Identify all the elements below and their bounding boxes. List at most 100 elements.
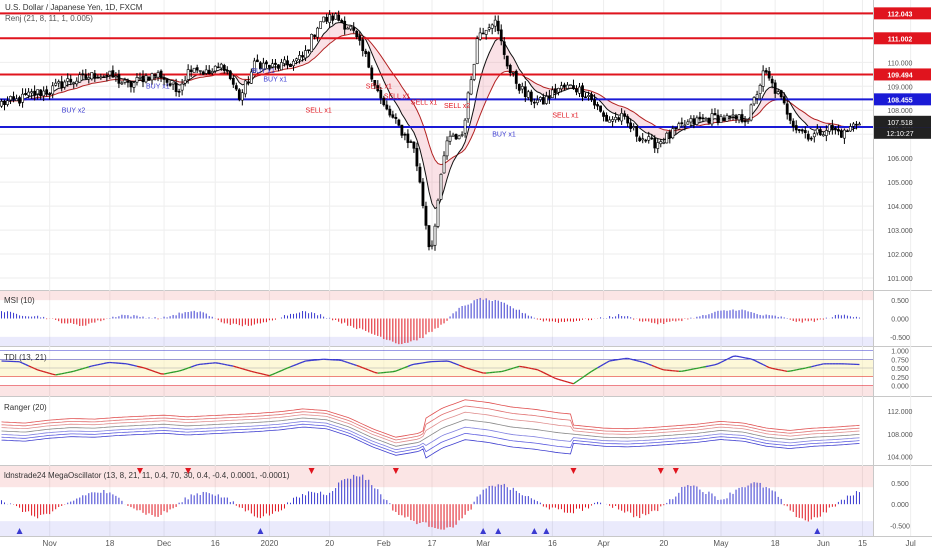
candle [645,140,647,141]
candle [624,114,626,117]
candle [852,124,854,126]
tdi-line-segment [742,357,745,358]
candle [307,50,309,51]
oversold-zone [0,521,873,536]
tdi-line-segment [805,367,808,368]
candle [335,14,337,19]
candle [9,96,11,100]
tdi-line-segment [799,369,802,370]
panel-title-tdi: TDI (13, 21) [4,353,47,362]
ema-cloud [2,23,860,209]
candle [627,117,629,124]
candle [452,135,454,136]
candle [831,125,833,129]
candle [747,120,749,121]
candle [211,71,213,72]
tdi-line-segment [50,373,53,374]
tdi-line-segment [775,369,778,370]
tdi-line-segment [808,367,811,368]
tdi-line-segment [227,365,230,366]
candle [286,61,288,65]
candle [112,71,114,78]
candle [657,143,659,149]
candle [696,118,698,125]
candle [256,60,258,62]
candle [590,95,592,100]
panel-title-msi: MSI (10) [4,296,35,305]
signal-label: BUY x1 [146,84,170,91]
tdi-line-segment [628,358,631,359]
low-zone [0,386,873,397]
tdi-line-segment [564,381,567,382]
tdi-line-segment [179,370,182,371]
candle [295,59,297,61]
y-tick-label: 101.000 [887,276,912,283]
candle [593,100,595,105]
candle [660,142,662,144]
candle [473,64,475,79]
candle [599,106,601,112]
candle [515,71,517,83]
tdi-line-segment [65,373,68,374]
candle [777,92,779,94]
tdi-line-segment [558,379,561,380]
tdi-line-segment [59,374,62,375]
candle [813,134,815,137]
tdi-line-segment [531,368,534,369]
candle [497,21,499,31]
tdi-line-segment [510,368,513,369]
candle [446,141,448,156]
y-tick-label: 0.250 [891,375,909,382]
signal-label: SELL x2 [444,103,470,110]
y-tick-label: 105.000 [887,180,912,187]
candle [425,206,427,225]
candle [127,81,129,82]
candle [187,70,189,80]
candle [666,133,668,143]
price-level-label: 108.455 [887,97,912,104]
candle [630,123,632,129]
signal-label: BUY x1 [251,68,275,75]
candle [407,134,409,143]
indicator-title: Renj (21, 8, 11, 1, 0.005) [5,14,93,23]
candle [521,86,523,89]
tdi-line-segment [640,361,643,362]
tdi-line-segment [796,369,799,370]
tdi-line-segment [245,370,248,371]
candle [810,138,812,139]
tdi-line-segment [811,366,814,367]
candle [121,83,123,84]
tdi-line-segment [176,371,179,372]
tdi-line-segment [709,365,712,366]
candle [371,68,373,79]
tdi-line-segment [131,365,134,366]
tdi-line-segment [772,368,775,369]
candle [43,91,45,96]
candle [765,70,767,72]
candle [494,20,496,26]
y-tick-label: 108.000 [887,432,912,439]
candle [422,182,424,206]
candle [172,83,174,84]
candle [557,88,559,92]
candle [190,70,192,72]
candle [389,109,391,115]
candle [136,77,138,82]
candle [642,139,644,140]
candle [681,123,683,124]
time-axis-label: Mar [476,539,490,548]
candle [85,75,87,79]
y-tick-label: 0.000 [891,384,909,391]
candle [145,76,147,82]
candle [232,78,234,84]
tdi-line-segment [38,370,41,371]
symbol-title: U.S. Dollar / Japanese Yen, 1D, FXCM [5,3,142,12]
candle [434,226,436,245]
candle [356,31,358,36]
tdi-line-segment [411,364,414,365]
tdi-line-segment [254,372,257,373]
tdi-line-segment [555,378,558,379]
candle [46,90,48,95]
tdi-line-segment [83,368,86,369]
